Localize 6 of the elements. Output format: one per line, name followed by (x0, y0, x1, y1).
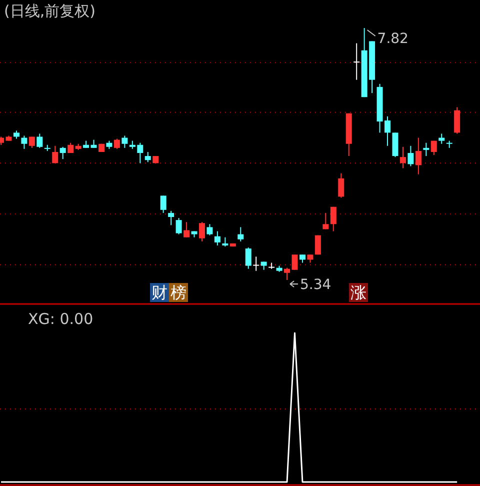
chart-title: XG: 0.00 (28, 310, 94, 328)
text: 财榜 (152, 283, 186, 302)
text: 涨 (350, 283, 366, 302)
annotation: 5.34 (300, 277, 332, 293)
annotation: 7.82 (377, 31, 408, 47)
chart-title: (日线,前复权) (4, 2, 96, 20)
